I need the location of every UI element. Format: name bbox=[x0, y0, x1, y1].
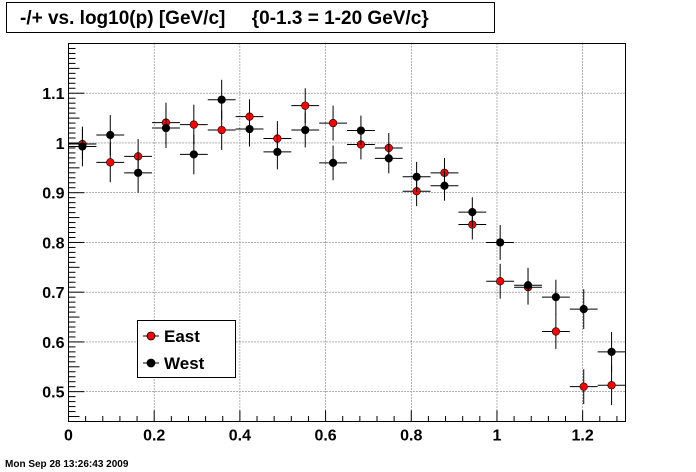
data-point bbox=[189, 150, 198, 159]
y-tick-label: 1.1 bbox=[42, 86, 64, 103]
legend-west-label: West bbox=[164, 354, 205, 373]
data-point bbox=[217, 125, 226, 135]
grid bbox=[68, 43, 626, 422]
series-west bbox=[68, 79, 626, 372]
data-point bbox=[301, 125, 310, 135]
data-point bbox=[273, 147, 282, 157]
legend: East West bbox=[137, 320, 236, 378]
data-point bbox=[440, 181, 449, 190]
data-point bbox=[607, 347, 616, 356]
data-point bbox=[189, 120, 198, 129]
data-series bbox=[68, 79, 626, 406]
data-point bbox=[579, 382, 588, 391]
data-point bbox=[356, 126, 366, 135]
legend-east-marker bbox=[146, 331, 156, 341]
data-point bbox=[607, 381, 616, 390]
y-tick-label: 1 bbox=[56, 136, 65, 153]
axes: 0 0.2 0.4 0.6 0.8 1 1.2 0.5 0.6 0.7 0.8 0.9 1 1.1 bbox=[42, 47, 618, 445]
data-point bbox=[412, 172, 421, 181]
timestamp: Mon Sep 28 13:26:43 2009 bbox=[5, 459, 129, 470]
data-point bbox=[551, 293, 560, 302]
data-point bbox=[245, 124, 254, 134]
legend-entry-east: East bbox=[143, 327, 200, 346]
data-point bbox=[106, 130, 115, 140]
x-tick-label: 0.8 bbox=[400, 428, 422, 445]
data-point bbox=[496, 277, 505, 286]
data-point bbox=[523, 281, 533, 290]
data-point bbox=[328, 118, 338, 128]
y-tick-label: 0.9 bbox=[42, 186, 64, 203]
data-point bbox=[217, 95, 226, 104]
data-point bbox=[134, 168, 143, 177]
data-point bbox=[384, 154, 393, 163]
x-tick-label: 1.2 bbox=[572, 428, 594, 445]
x-tick-label: 0.6 bbox=[314, 428, 336, 445]
title-frame bbox=[6, 2, 495, 33]
y-tick-label: 0.5 bbox=[42, 385, 64, 402]
legend-frame bbox=[137, 320, 236, 378]
data-point bbox=[161, 123, 171, 133]
y-tick-label: 0.6 bbox=[42, 335, 64, 352]
data-point bbox=[579, 304, 588, 314]
data-point bbox=[78, 142, 87, 151]
chart-title: -/+ vs. log10(p) [GeV/c] {0-1.3 = 1-20 G… bbox=[20, 8, 429, 29]
data-point bbox=[301, 101, 310, 110]
legend-entry-west: West bbox=[143, 354, 205, 373]
y-tick-label: 0.8 bbox=[42, 235, 64, 252]
data-point bbox=[468, 208, 477, 217]
title-box: -/+ vs. log10(p) [GeV/c] {0-1.3 = 1-20 G… bbox=[6, 2, 495, 33]
x-tick-label: 0.4 bbox=[229, 428, 251, 445]
x-tick-label: 0.2 bbox=[143, 428, 165, 445]
y-tick-label: 0.7 bbox=[42, 285, 64, 302]
data-point bbox=[496, 238, 505, 247]
x-tick-label: 0 bbox=[64, 428, 73, 445]
data-point bbox=[106, 158, 115, 167]
data-point bbox=[328, 158, 338, 167]
legend-east-label: East bbox=[164, 327, 200, 346]
x-tick-label: 1 bbox=[493, 428, 502, 445]
data-point bbox=[551, 327, 560, 336]
legend-west-marker bbox=[146, 358, 156, 368]
